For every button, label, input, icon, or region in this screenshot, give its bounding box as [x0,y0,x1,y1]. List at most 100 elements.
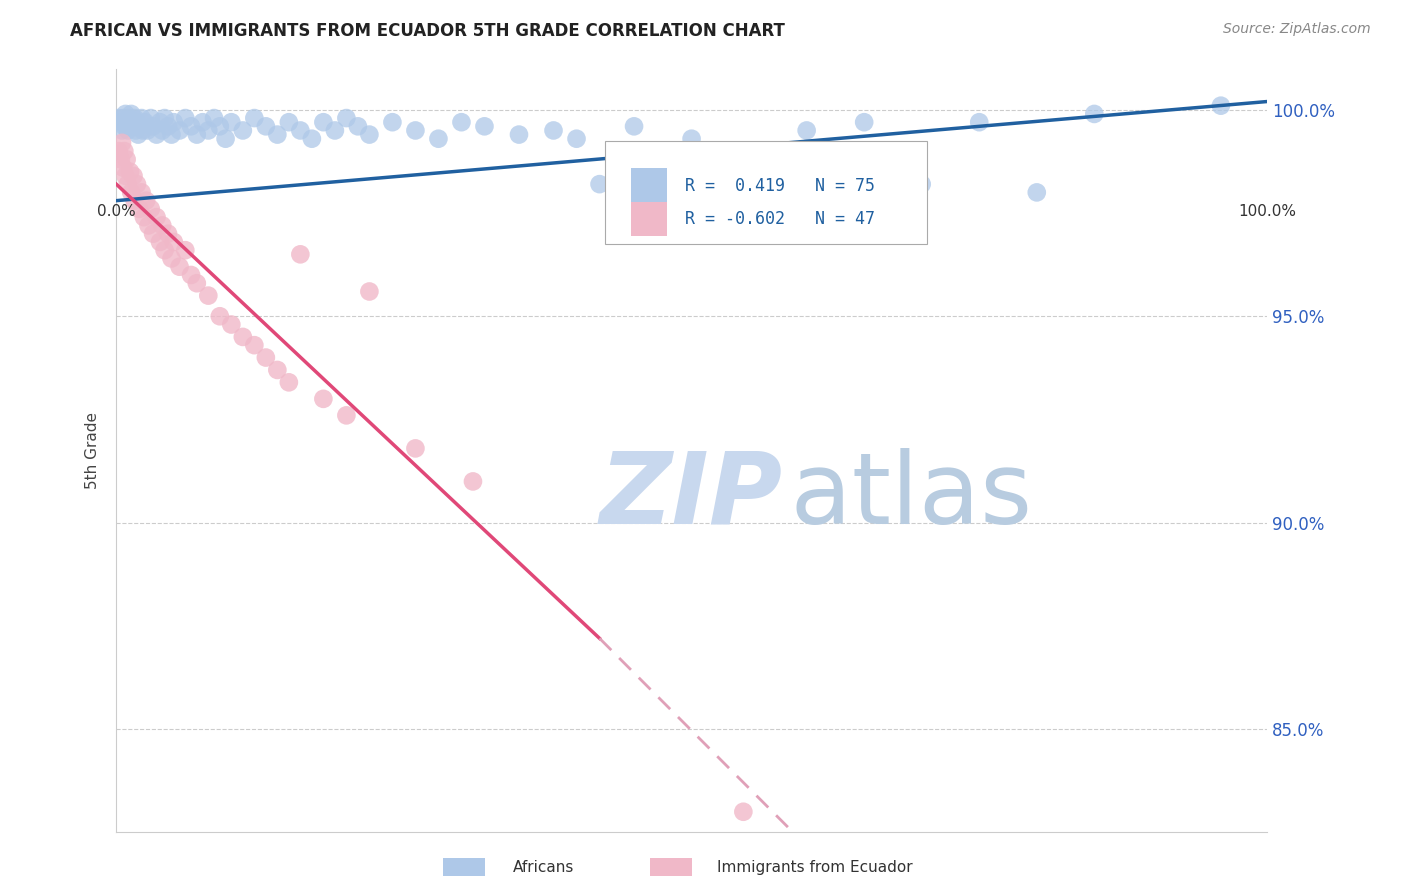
Point [149,115,172,129]
Point [110,115,132,129]
Text: R =  0.419   N = 75: R = 0.419 N = 75 [685,177,875,194]
Point [427,132,450,146]
Point [112,144,135,158]
Text: Immigrants from Ecuador: Immigrants from Ecuador [717,860,912,874]
Point [111,123,134,137]
Point [124,111,146,125]
Point [180,120,202,134]
Point [853,115,876,129]
Point [139,202,162,216]
Point [169,123,191,137]
Point [232,123,254,137]
Point [243,111,266,125]
Point [191,115,214,129]
Point [312,392,335,406]
Point [153,111,176,125]
Point [174,243,197,257]
Point [163,115,186,129]
Point [359,128,381,142]
Point [186,277,208,291]
Text: Source: ZipAtlas.com: Source: ZipAtlas.com [1223,22,1371,37]
Point [254,120,277,134]
Point [136,123,159,137]
Y-axis label: 5th Grade: 5th Grade [86,412,100,489]
Point [277,115,299,129]
Point [277,376,299,390]
Point [290,247,312,261]
Point [160,252,183,266]
Point [125,115,148,129]
Point [180,268,202,282]
Point [681,846,703,860]
Point [120,120,142,134]
Point [359,285,381,299]
Point [139,111,162,125]
Point [110,153,132,167]
Point [121,115,143,129]
Point [214,132,236,146]
Point [112,111,135,125]
Point [138,219,160,233]
Point [543,123,565,137]
Point [107,144,129,158]
Point [461,475,484,489]
Point [145,128,167,142]
Point [118,111,141,125]
Text: 0.0%: 0.0% [97,204,135,219]
Point [565,132,588,146]
Point [197,288,219,302]
Point [174,111,197,125]
Point [404,442,426,456]
Point [588,177,610,191]
Point [107,111,129,125]
Point [450,115,472,129]
Point [681,132,703,146]
Point [128,120,150,134]
Point [120,107,142,121]
Bar [631,202,668,236]
Point [202,111,225,125]
Point [135,194,157,208]
Point [117,177,139,191]
Point [160,128,183,142]
Point [335,409,357,423]
Text: ZIP: ZIP [599,448,783,545]
Text: atlas: atlas [599,448,1032,545]
Point [153,243,176,257]
Point [124,194,146,208]
Point [232,330,254,344]
Point [115,153,138,167]
Point [127,128,149,142]
Point [117,123,139,137]
Point [122,120,145,134]
Point [290,123,312,137]
Point [132,210,155,224]
Point [301,132,323,146]
Point [114,107,136,121]
Point [1209,98,1232,112]
Point [1025,186,1047,200]
Point [1083,107,1105,121]
Point [114,169,136,183]
Point [142,120,165,134]
Text: 100.0%: 100.0% [1237,204,1296,219]
FancyBboxPatch shape [606,141,928,244]
Text: AFRICAN VS IMMIGRANTS FROM ECUADOR 5TH GRADE CORRELATION CHART: AFRICAN VS IMMIGRANTS FROM ECUADOR 5TH G… [70,22,785,40]
Point [134,115,156,129]
Point [208,310,231,324]
Point [120,186,142,200]
Point [142,227,165,241]
Point [266,128,288,142]
Point [111,136,134,150]
Point [163,235,186,249]
Point [131,111,153,125]
Point [623,120,645,134]
Point [911,177,934,191]
Point [381,115,404,129]
Point [145,210,167,224]
Point [169,260,191,274]
Point [186,128,208,142]
Point [112,161,135,175]
Point [120,165,142,179]
Text: R = -0.602   N = 47: R = -0.602 N = 47 [685,210,875,228]
